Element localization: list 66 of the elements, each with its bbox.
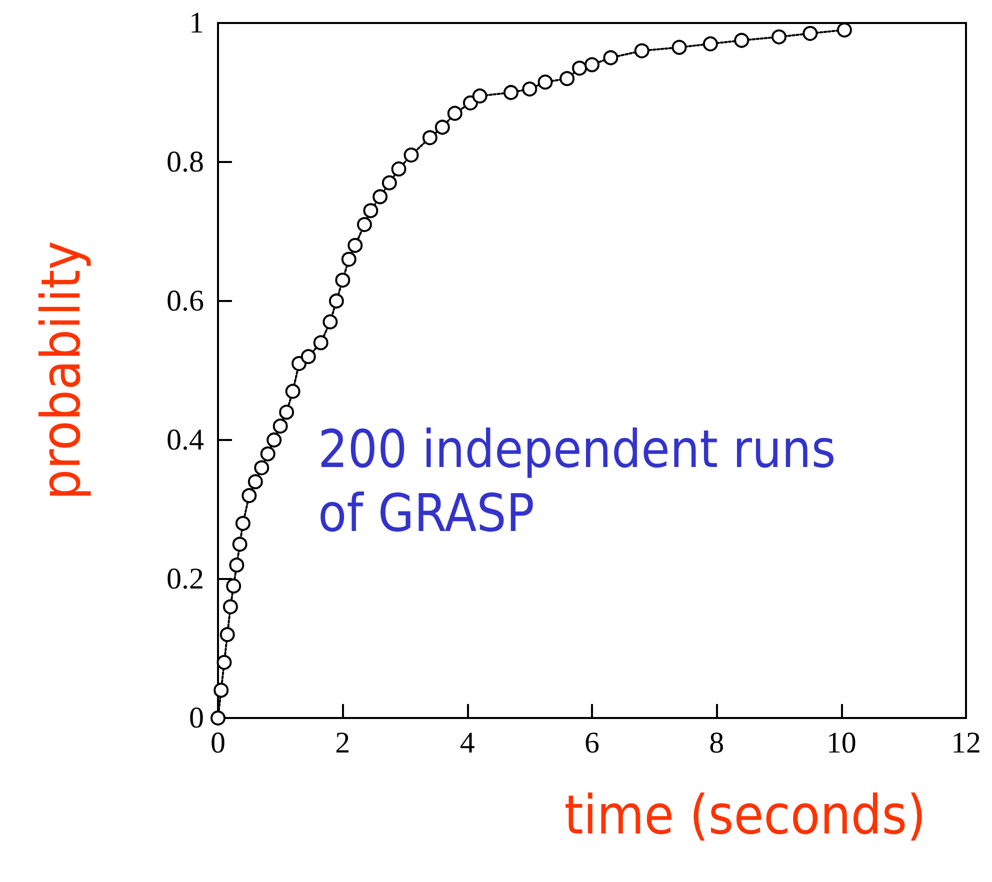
point (260, 446, 276, 462)
point (462, 95, 478, 110)
point (584, 57, 600, 72)
y-tick-label: 1 (189, 6, 204, 40)
x-tick-label: 2 (335, 726, 350, 760)
point (313, 335, 328, 350)
point (335, 272, 350, 288)
point (235, 516, 250, 531)
point (538, 74, 553, 90)
point (382, 175, 397, 190)
point (356, 217, 372, 232)
point (232, 536, 248, 552)
x-tick-label: 10 (826, 726, 856, 760)
point (560, 71, 575, 86)
point (503, 85, 518, 100)
point (272, 418, 288, 434)
point (434, 120, 450, 135)
point (222, 599, 238, 614)
point (363, 203, 378, 218)
x-tick-label: 12 (951, 726, 981, 760)
point (634, 43, 650, 58)
y-tick-label: 0.6 (166, 284, 204, 318)
point (572, 60, 588, 76)
point (472, 88, 488, 104)
point (242, 488, 257, 504)
point (603, 50, 618, 66)
point (220, 627, 235, 642)
point (404, 148, 419, 163)
point (447, 106, 462, 121)
point (672, 40, 687, 55)
point (254, 460, 270, 476)
point (248, 474, 263, 490)
point (328, 294, 344, 308)
point (422, 130, 438, 146)
point (214, 682, 229, 698)
point (341, 252, 356, 267)
point (836, 22, 852, 38)
y-tick-label: 0 (189, 702, 204, 734)
x-tick-label: 0 (210, 726, 226, 760)
y-tick-label: 0.4 (166, 424, 204, 456)
point (522, 82, 538, 97)
point (216, 654, 232, 670)
point (372, 189, 388, 204)
point (279, 404, 294, 420)
point (348, 238, 363, 253)
y-tick-label: 0.8 (166, 146, 204, 178)
point (229, 558, 244, 573)
point (772, 29, 786, 44)
y-axis-title: probability (30, 240, 92, 500)
point (802, 26, 818, 41)
y-tick-label: 0.2 (166, 562, 204, 596)
x-tick-label: 4 (460, 726, 475, 760)
annotation: 200 independent runs of GRASP (318, 420, 836, 544)
point (300, 349, 316, 364)
point (322, 314, 338, 330)
point (226, 578, 242, 594)
point (734, 32, 750, 48)
point (391, 161, 406, 176)
point (210, 710, 226, 726)
point (285, 384, 300, 399)
x-tick-label: 6 (584, 726, 600, 760)
point (702, 36, 718, 52)
x-axis-title: time (seconds) (564, 784, 926, 846)
point (292, 356, 307, 372)
x-tick-label: 8 (709, 726, 724, 760)
point (266, 432, 282, 448)
